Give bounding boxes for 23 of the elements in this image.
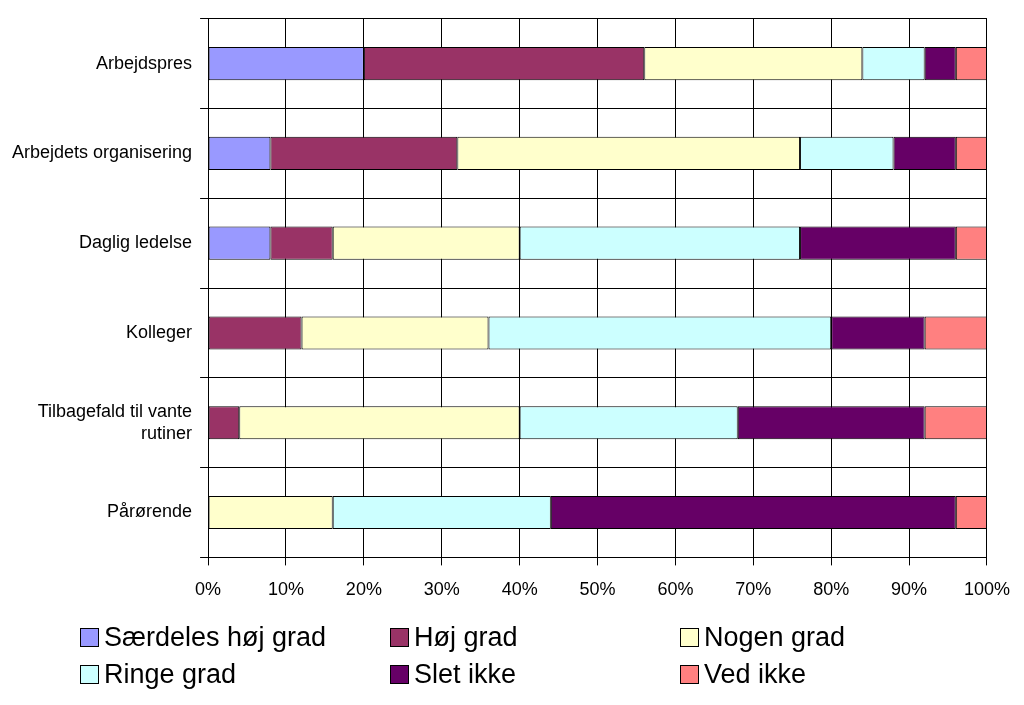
legend-label: Ved ikke [703,659,808,690]
legend-label: Særdeles høj grad [103,622,328,653]
y-tick-label: Tilbagefald til vante rutiner [37,400,193,443]
x-tick-label: 60% [657,579,694,600]
legend-label: Slet ikke [413,659,518,690]
x-tick-label: 30% [423,579,460,600]
x-tick-label: 50% [579,579,616,600]
x-tick-label: 10% [267,579,305,600]
x-tick-label: 0% [195,579,222,600]
x-tick-label: 40% [501,579,538,600]
y-tick-label: Arbejdspres [96,52,193,73]
y-tick-label: Pårørende [107,501,193,522]
x-tick-label: 70% [735,579,772,600]
legend-label: Nogen grad [703,622,847,653]
y-tick-label: Arbejdets organisering [12,142,193,163]
x-tick-label: 80% [813,579,850,600]
x-tick-label: 90% [891,579,928,600]
legend-label: Høj grad [413,622,519,653]
x-tick-label: 20% [345,579,382,600]
legend-label: Ringe grad [103,659,238,690]
x-tick-label: 100% [963,579,1010,600]
y-tick-label: Daglig ledelse [79,232,193,253]
y-tick-label: Kolleger [126,321,193,342]
